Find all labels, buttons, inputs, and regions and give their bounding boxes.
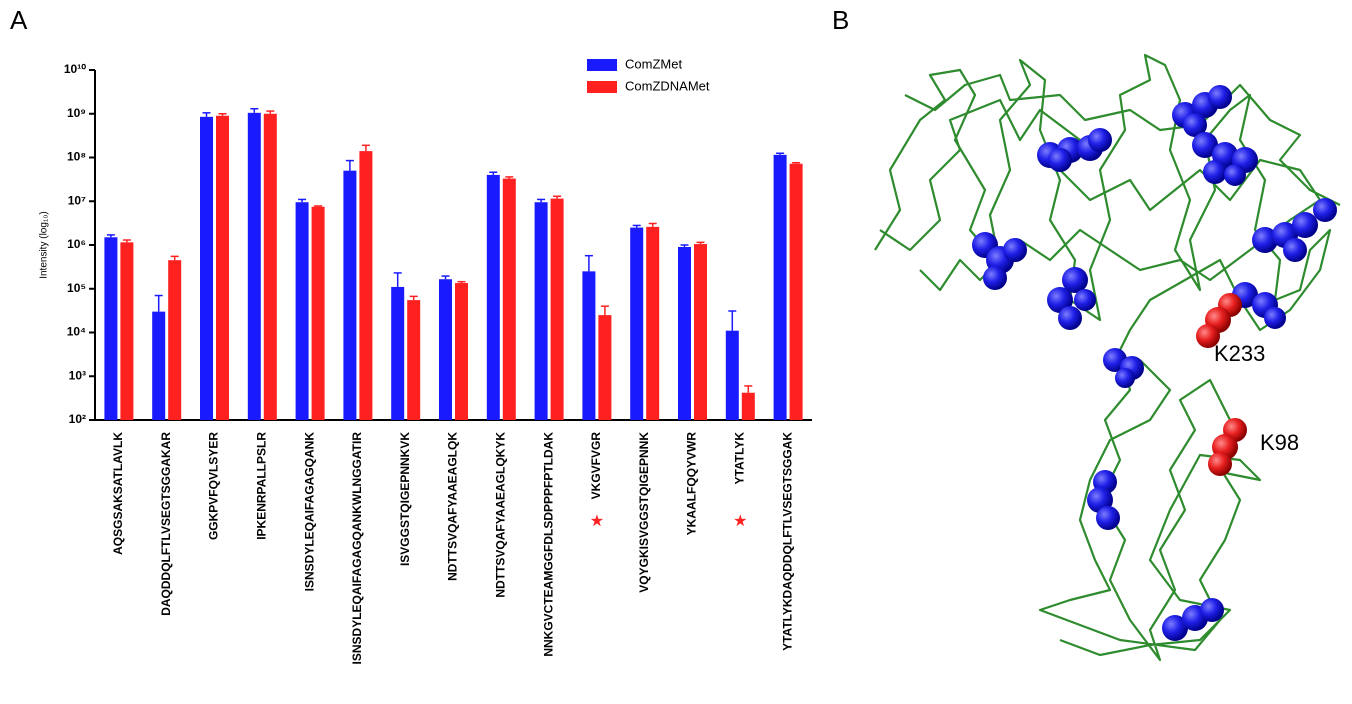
legend-label: ComZDNAMet bbox=[625, 78, 710, 93]
bar bbox=[503, 179, 516, 420]
bar bbox=[216, 116, 229, 420]
x-tick-label: NDTTSVQAFYAAEAGLQK bbox=[446, 432, 460, 581]
legend-swatch bbox=[587, 81, 617, 93]
bar bbox=[407, 300, 420, 420]
residue-spheres-blue bbox=[972, 85, 1337, 641]
page: A B K233 K98 Intensity (log₁₀) 10² 10³ 10⁴ 1… bbox=[0, 0, 1352, 704]
residue-label: K98 bbox=[1260, 430, 1299, 455]
residue-label: K233 bbox=[1214, 341, 1265, 366]
bar bbox=[152, 312, 165, 420]
bar bbox=[312, 207, 325, 420]
bar bbox=[120, 242, 133, 420]
bar bbox=[455, 283, 468, 420]
bar bbox=[694, 244, 707, 420]
x-tick-label: ISNSDYLEQAIFAGAGQANKWLNGGATIR bbox=[350, 432, 364, 665]
figure: A B K233 K98 Intensity (log₁₀) 10² 10³ 10⁴ 1… bbox=[0, 0, 1352, 704]
x-tick-label: YTATLYK bbox=[732, 432, 746, 485]
y-tick-label: 10⁵ bbox=[67, 281, 86, 295]
bar bbox=[535, 202, 548, 420]
bar bbox=[439, 279, 452, 420]
panel-label: B bbox=[832, 5, 849, 35]
bar bbox=[726, 331, 739, 420]
bar bbox=[630, 228, 643, 420]
x-tick-label: NDTTSVQAFYAAEAGLQKYK bbox=[493, 432, 507, 598]
bar bbox=[248, 113, 261, 420]
y-tick-label: 10⁶ bbox=[67, 237, 86, 251]
bar bbox=[264, 114, 277, 420]
x-tick-label: YTATLYKDAQDDQLFTLVSEGTSGGAK bbox=[780, 432, 794, 651]
y-tick-label: 10⁸ bbox=[67, 150, 86, 164]
bar bbox=[391, 287, 404, 420]
bar bbox=[200, 117, 213, 420]
y-tick-label: 10¹⁰ bbox=[64, 62, 86, 76]
bar bbox=[487, 175, 500, 420]
legend-swatch bbox=[587, 59, 617, 71]
y-tick-label: 10³ bbox=[69, 368, 86, 382]
bar bbox=[343, 171, 356, 420]
bar bbox=[646, 227, 659, 420]
x-tick-label: IPKENRPALLPSLR bbox=[254, 432, 268, 540]
bar bbox=[296, 202, 309, 420]
bar bbox=[678, 247, 691, 420]
x-tick-label: YKAALFQQYVWR bbox=[685, 432, 699, 536]
x-tick-label: DAQDDQLFTLVSEGTSGGAKAR bbox=[159, 432, 173, 616]
bar bbox=[104, 237, 117, 420]
y-axis-label: Intensity (log₁₀) bbox=[39, 211, 50, 279]
bar bbox=[598, 315, 611, 420]
bar bbox=[774, 155, 787, 420]
y-tick-label: 10⁷ bbox=[68, 193, 86, 207]
annotation-star: ★ bbox=[733, 513, 747, 530]
legend-label: ComZMet bbox=[625, 56, 682, 71]
annotation-star: ★ bbox=[590, 513, 604, 530]
x-tick-label: AQSGSAKSATLAVLK bbox=[111, 432, 125, 555]
x-tick-label: VQYGKISVGGSTQIGEPNNK bbox=[637, 432, 651, 593]
x-tick-label: NNKGVCTEAMGGFDLSDPPPFPTLDAK bbox=[541, 432, 555, 657]
x-tick-label: ISVGGSTQIGEPNNKVK bbox=[398, 432, 412, 566]
x-tick-label: VKGVFVGR bbox=[589, 432, 603, 500]
y-tick-label: 10⁹ bbox=[67, 106, 86, 120]
y-tick-label: 10⁴ bbox=[67, 325, 86, 339]
bar bbox=[168, 260, 181, 420]
bar bbox=[551, 199, 564, 420]
x-tick-label: ISNSDYLEQAIFAGAGQANK bbox=[302, 432, 316, 592]
bar bbox=[742, 393, 755, 420]
bar bbox=[790, 164, 803, 420]
panel-label: A bbox=[10, 5, 28, 35]
x-tick-label: GGKPVFQVLSYER bbox=[207, 432, 221, 540]
y-tick-label: 10² bbox=[69, 412, 86, 426]
bar bbox=[582, 271, 595, 420]
bar bbox=[359, 151, 372, 420]
